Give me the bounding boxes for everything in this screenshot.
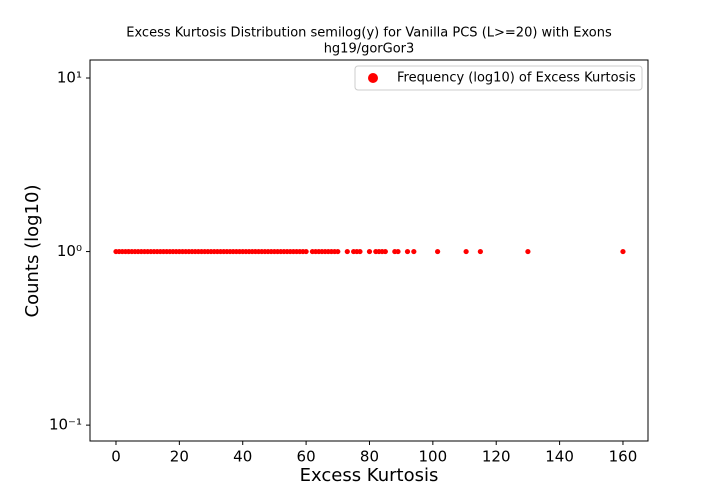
point: [335, 248, 341, 255]
point: [357, 248, 363, 255]
x-tick-label: 20: [170, 448, 189, 466]
legend-label: Frequency (log10) of Excess Kurtosis: [397, 71, 636, 86]
point: [382, 248, 388, 255]
point: [620, 248, 626, 255]
x-tick-label: 80: [360, 448, 379, 466]
x-tick-label: 100: [419, 448, 448, 466]
chart-subtitle: hg19/gorGor3: [324, 42, 415, 57]
point: [435, 248, 441, 255]
point: [344, 248, 350, 255]
point: [463, 248, 469, 255]
point: [477, 248, 483, 255]
x-tick-label: 160: [609, 448, 638, 466]
point: [525, 248, 531, 255]
x-tick-label: 60: [297, 448, 316, 466]
plot-frame: [89, 59, 649, 442]
y-tick-label: 10⁻¹: [49, 416, 82, 434]
legend-marker: [368, 73, 378, 83]
y-tick-label: 10¹: [57, 69, 82, 87]
x-tick-label: 120: [482, 448, 511, 466]
point: [404, 248, 411, 255]
y-tick-label: 10⁰: [57, 242, 82, 260]
point: [366, 248, 373, 255]
x-tick-label: 140: [545, 448, 574, 466]
x-tick-label: 40: [233, 448, 252, 466]
legend: Frequency (log10) of Excess Kurtosis: [354, 65, 643, 91]
x-axis-label: Excess Kurtosis: [300, 465, 439, 486]
legend-box: [354, 65, 643, 91]
x-tick-label: 0: [111, 448, 121, 466]
point: [303, 248, 309, 255]
point: [395, 248, 401, 255]
point: [411, 248, 417, 255]
y-axis-label: Counts (log10): [22, 185, 43, 318]
chart-title: Excess Kurtosis Distribution semilog(y) …: [126, 26, 612, 41]
